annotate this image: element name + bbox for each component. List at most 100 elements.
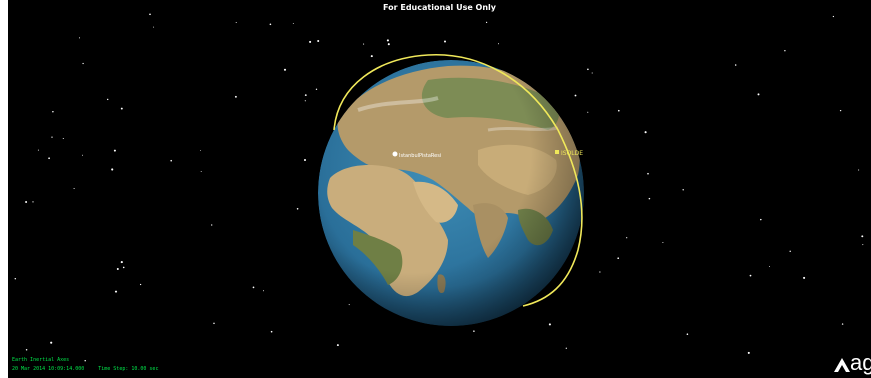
orbit-track	[333, 54, 583, 307]
star	[120, 261, 123, 264]
star	[647, 172, 649, 175]
star	[116, 268, 119, 270]
star	[841, 323, 844, 325]
star	[784, 50, 786, 52]
star	[304, 94, 307, 97]
status-readout: Earth Inertial Axes 20 Mar 2014 10:09:14.…	[12, 356, 172, 374]
star	[832, 15, 835, 18]
star	[648, 197, 651, 200]
star	[114, 290, 118, 293]
datetime-readout: 20 Mar 2014 10:09:14.000	[12, 366, 85, 372]
star	[48, 157, 50, 160]
star	[803, 276, 806, 279]
star	[113, 149, 116, 152]
star	[626, 237, 628, 239]
star	[120, 107, 123, 110]
star	[747, 351, 750, 354]
star	[111, 168, 114, 171]
star	[50, 341, 53, 344]
star	[292, 23, 294, 25]
star	[861, 235, 864, 238]
star	[587, 68, 589, 71]
star	[760, 218, 762, 221]
star	[336, 344, 339, 347]
satellite-marker	[555, 150, 559, 154]
star	[682, 189, 684, 191]
star	[25, 201, 28, 203]
star	[82, 62, 84, 65]
earth-globe	[318, 60, 584, 326]
star	[234, 95, 237, 98]
star	[749, 274, 752, 277]
star	[270, 330, 273, 333]
star	[789, 250, 791, 253]
star	[309, 40, 312, 43]
star	[213, 322, 215, 325]
star	[769, 266, 770, 268]
educational-use-banner: For Educational Use Only	[383, 3, 496, 12]
facility-marker	[392, 151, 398, 157]
star	[858, 169, 860, 171]
star	[548, 323, 551, 326]
star-field	[14, 13, 864, 362]
star	[106, 98, 109, 101]
star	[757, 93, 760, 96]
globe-scene[interactable]: IstanbulPistaResi ISOLDE	[8, 0, 871, 378]
star	[25, 349, 28, 351]
star	[37, 149, 39, 151]
star	[574, 94, 577, 97]
star	[644, 131, 647, 134]
star	[686, 333, 689, 335]
facility-label: IstanbulPistaResi	[399, 153, 441, 159]
star	[73, 187, 75, 190]
star	[617, 257, 620, 260]
star	[235, 21, 237, 24]
star	[139, 283, 142, 286]
star	[497, 43, 500, 45]
star	[32, 201, 34, 203]
star	[617, 109, 620, 112]
star	[317, 39, 320, 43]
star	[485, 21, 488, 24]
star	[386, 39, 389, 42]
time-step-readout: Time Step: 10.00 sec	[98, 366, 159, 372]
star	[473, 330, 475, 332]
star	[170, 159, 172, 162]
star	[149, 13, 151, 16]
star	[78, 37, 81, 39]
star	[296, 208, 299, 210]
3d-viewport[interactable]: For Educational Use Only	[8, 0, 871, 378]
star	[51, 136, 53, 138]
star	[587, 111, 589, 113]
star	[82, 154, 83, 156]
agi-logo-icon	[834, 358, 850, 372]
star	[200, 150, 202, 151]
star	[591, 72, 593, 74]
star	[263, 290, 264, 292]
star	[62, 137, 64, 140]
star	[252, 286, 255, 289]
star	[565, 347, 567, 349]
star	[862, 244, 864, 246]
star	[370, 55, 373, 58]
star	[443, 40, 447, 43]
star	[304, 100, 306, 102]
star	[387, 43, 390, 46]
star	[662, 242, 664, 243]
star	[283, 68, 287, 71]
star	[303, 158, 307, 162]
star	[363, 43, 365, 45]
satellite-label: ISOLDE	[561, 150, 583, 157]
star	[52, 111, 54, 113]
agi-logo: ag	[833, 352, 871, 376]
star	[269, 23, 272, 26]
star	[839, 109, 842, 112]
star	[211, 224, 213, 226]
star	[84, 359, 86, 362]
star	[122, 266, 125, 269]
star	[153, 26, 155, 28]
logo-text: ag	[850, 352, 871, 375]
star	[200, 171, 202, 173]
star	[734, 64, 737, 66]
star	[14, 277, 17, 280]
